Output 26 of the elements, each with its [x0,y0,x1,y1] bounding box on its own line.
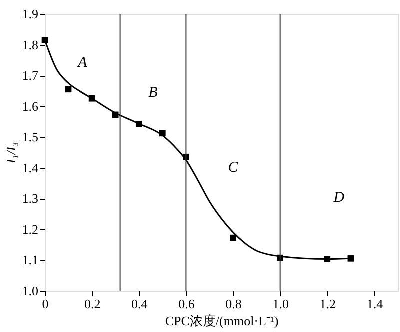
y-tick-label: 1.2 [22,222,38,237]
annotation: C [228,160,240,176]
x-tick-label: 1.0 [272,296,289,312]
x-tick-label: 1.4 [366,296,384,312]
x-axis-title: CPC浓度/(mmol·L⁻¹) [165,314,279,328]
y-tick-label: 1.6 [22,98,39,114]
annotation: B [148,85,158,101]
y-tick-label: 1.3 [22,191,38,206]
y-axis-title: I₁/I₃ [3,142,18,165]
y-tick-label: 1.5 [22,130,38,145]
point [65,86,72,93]
x-tick-label: 0.2 [84,296,101,312]
x-tick-label: 0 [42,296,49,312]
annotation: D [332,190,345,206]
annotation: A [77,55,88,71]
x-tick-label: 0.6 [178,296,196,312]
x-tick-label: 1.2 [320,296,336,312]
x-tick-label: 0.8 [226,296,242,312]
y-tick-label: 1.7 [22,68,39,84]
x-tick-label: 0.4 [132,296,148,312]
y-tick-label: 1.4 [22,160,39,176]
y-tick-label: 1.8 [22,37,38,52]
y-tick-label: 1.0 [22,284,38,298]
point [230,234,236,242]
y-tick-label: 1.1 [22,252,38,268]
y-tick-label: 1.9 [22,6,38,22]
